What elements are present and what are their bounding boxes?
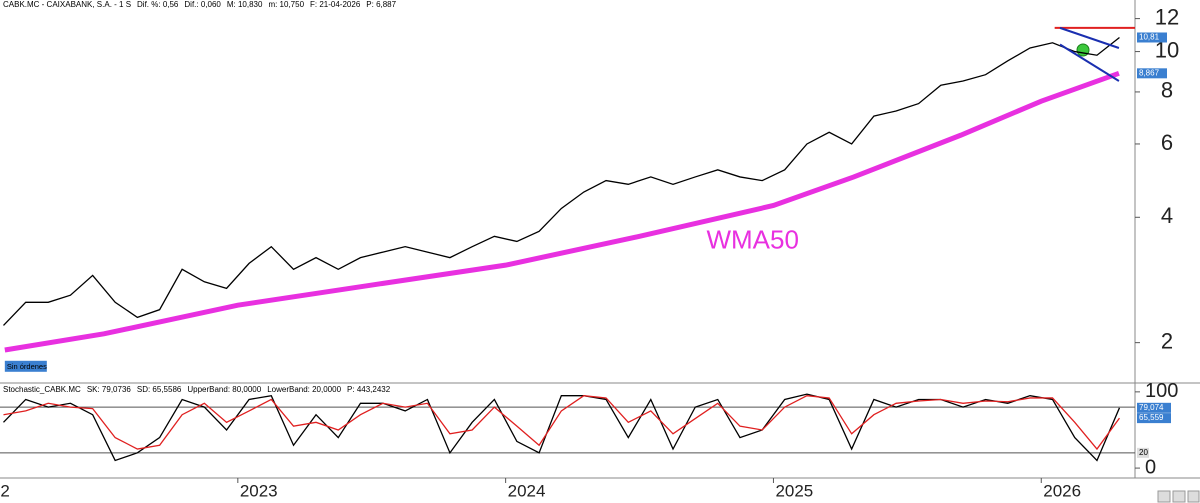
header-item: F: 21-04-2026 [310,0,361,9]
band-tag-label: 20 [1139,448,1148,457]
price-line [3,36,1120,326]
status-label: Sin órdenes [7,362,47,371]
stoch-header-item: SK: 79,0736 [87,385,132,394]
price-tag [1137,68,1167,79]
x-tick-label: 2024 [508,481,546,500]
price-tag-label: 8,867 [1139,68,1160,77]
price-tag [1137,32,1167,43]
stoch-tag [1137,413,1171,424]
stoch-y-tick-label: 0 [1145,456,1156,478]
band-tag [1137,447,1149,458]
button[interactable] [1157,490,1171,503]
trend-line [1059,43,1120,82]
stoch-line [3,395,1120,451]
header-item: P: 6,887 [366,0,396,9]
x-tick-label: 2023 [240,481,278,500]
button[interactable] [1187,490,1200,503]
y-tick-label: 8 [1161,78,1173,103]
header-item: m: 10,750 [268,0,304,9]
annotation: WMA50 [706,224,798,254]
stoch-tag-label: 79,074 [1139,403,1164,412]
stoch-header-item: P: 443,2432 [347,385,391,394]
y-tick-label: 4 [1161,203,1173,228]
stoch-header-item: UpperBand: 80,0000 [187,385,261,394]
stoch-y-tick-label: 100 [1145,380,1178,402]
stoch-header-item: LowerBand: 20,0000 [267,385,341,394]
header-item: Dif.: 0,060 [184,0,221,9]
x-tick-label: 2025 [775,481,813,500]
button[interactable] [1172,490,1186,503]
y-tick-label: 6 [1161,130,1173,155]
stoch-tag [1137,402,1171,413]
wma-line [4,70,1120,353]
stoch-header-item: SD: 65,5586 [137,385,182,394]
x-tick-label: 2026 [1043,481,1081,500]
status-box [4,360,47,372]
header-item: CABK.MC - CAIXABANK, S.A. - 1 S [3,0,131,9]
price-tag-label: 10,81 [1139,33,1160,42]
stoch-header-item: Stochastic_CABK.MC [3,385,81,394]
header-item: Dif. %: 0,56 [137,0,179,9]
trend-line [1059,26,1120,49]
header-item: M: 10,830 [227,0,263,9]
y-tick-label: 12 [1155,4,1179,29]
stoch-tag-label: 65,559 [1139,413,1164,422]
y-tick-label: 2 [1161,328,1173,353]
